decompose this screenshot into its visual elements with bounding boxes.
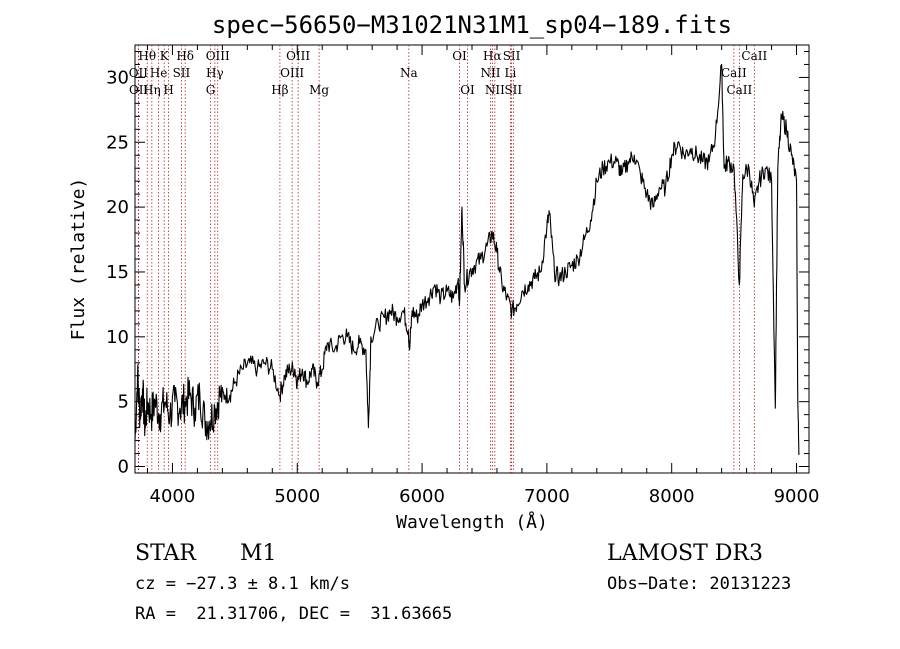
object-subclass: M1	[240, 541, 277, 566]
y-tick-label: 5	[118, 392, 129, 413]
spectral-line-label: SII	[503, 49, 521, 63]
spectral-line-label: CaII	[741, 49, 767, 63]
spectral-line-label: CaII	[721, 66, 747, 80]
y-tick-label: 25	[106, 132, 129, 153]
plot-frame	[134, 44, 810, 474]
y-tick-label: 20	[106, 197, 129, 218]
y-tick-label: 15	[106, 262, 129, 283]
y-tick-label: 0	[118, 457, 129, 478]
spectral-line-label: Hθ	[138, 49, 156, 63]
x-tick-label: 4000	[150, 486, 196, 507]
x-tick-label: 5000	[274, 486, 320, 507]
x-tick-label: 8000	[649, 486, 695, 507]
spectral-line-label: NII	[485, 83, 505, 97]
spectral-line-label: OIII	[280, 66, 304, 80]
spectral-line-label: Hα	[483, 49, 502, 63]
spectral-line-label: CaII	[726, 83, 752, 97]
y-axis-label: Flux (relative)	[68, 178, 89, 341]
spectral-line-label: OIII	[206, 49, 230, 63]
spectral-line-label: OI	[460, 83, 475, 97]
x-tick-label: 6000	[399, 486, 445, 507]
spectral-line-label: He	[150, 66, 168, 80]
spectral-line-label: Li	[505, 66, 517, 80]
spectral-line-label: Mg	[309, 83, 329, 97]
axis-ticks-layer: 4000 5000 6000 7000 8000 9000 0 5 10 15 20 25 30	[106, 45, 819, 507]
spectral-line-label: Hδ	[176, 49, 194, 63]
spectral-line-label: H	[163, 83, 173, 97]
x-axis-label: Wavelength (Å)	[396, 511, 548, 533]
spectral-line-label: Hβ	[271, 83, 288, 97]
x-tick-label: 7000	[524, 486, 570, 507]
spectral-line-label: G	[206, 83, 216, 97]
survey-name: LAMOST DR3	[607, 541, 763, 566]
spectral-line-label: NII	[480, 66, 500, 80]
obs-date-text: Obs−Date: 20131223	[607, 574, 792, 594]
spectral-line-label: SII	[504, 83, 522, 97]
coordinates-text: RA = 21.31706, DEC = 31.63665	[135, 604, 453, 624]
spectral-line-label: Hγ	[206, 66, 224, 80]
spectral-line-label: Na	[400, 66, 418, 80]
y-tick-label: 10	[106, 327, 129, 348]
spectral-line-label: SII	[173, 66, 191, 80]
spectral-line-label: Hη	[143, 83, 161, 97]
y-tick-label: 30	[106, 67, 129, 88]
object-class: STAR	[135, 541, 196, 566]
x-tick-label: 9000	[774, 486, 820, 507]
spectral-line-label: OIII	[286, 49, 310, 63]
redshift-text: cz = −27.3 ± 8.1 km/s	[135, 574, 350, 594]
spectral-line-label: OI	[452, 49, 467, 63]
chart-title: spec−56650−M31021N31M1_sp04−189.fits	[212, 11, 732, 39]
spectral-line-label: K	[160, 49, 170, 63]
flux-series-line	[134, 63, 800, 456]
